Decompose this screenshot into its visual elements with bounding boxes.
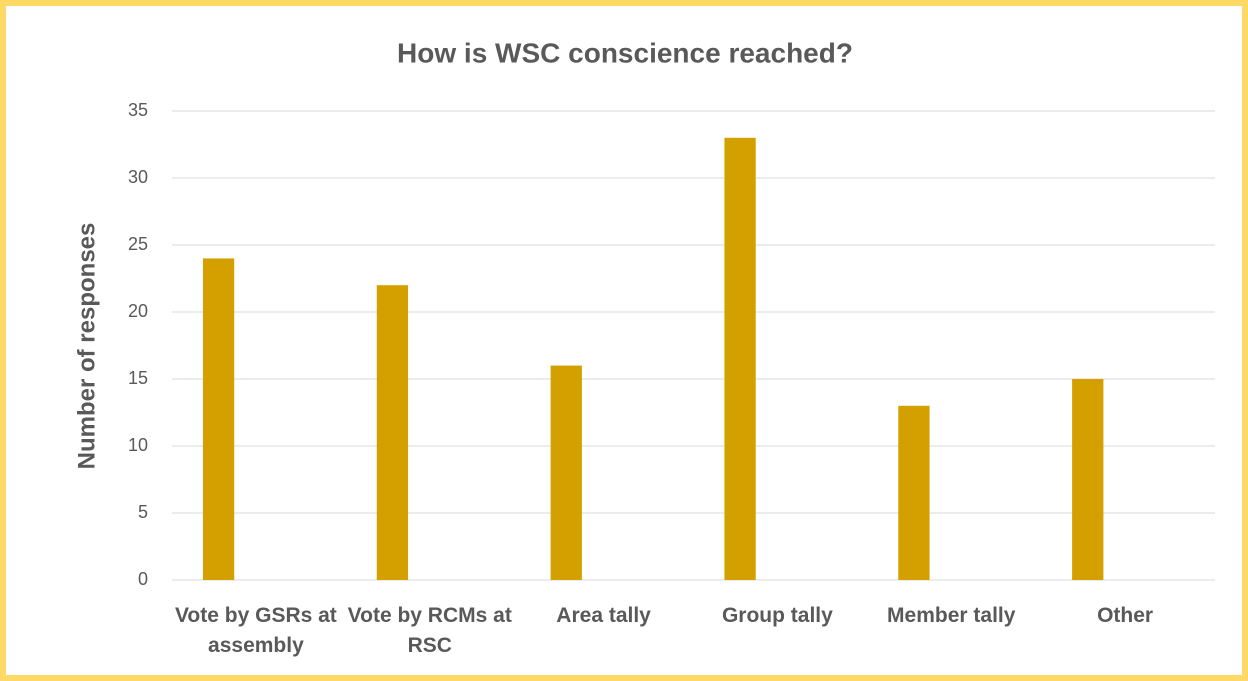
y-tick-label: 30 — [128, 167, 148, 187]
y-tick-label: 15 — [128, 368, 148, 388]
bar — [724, 137, 756, 581]
y-tick-label: 20 — [128, 301, 148, 321]
y-tick-label: 10 — [128, 435, 148, 455]
y-tick-label: 0 — [138, 569, 148, 589]
y-tick-label: 25 — [128, 234, 148, 254]
y-tick-label: 5 — [138, 502, 148, 522]
x-tick-label: Member tally — [887, 604, 1016, 627]
chart-title: How is WSC conscience reached? — [397, 37, 853, 68]
x-tick-label: Group tally — [721, 604, 833, 627]
x-tick-label: Area tally — [556, 604, 651, 627]
x-tick-label: Other — [1097, 604, 1154, 627]
bar — [202, 258, 235, 580]
bar — [898, 405, 930, 580]
y-axis-label: Number of responses — [73, 223, 100, 470]
bar — [376, 285, 409, 580]
bar — [550, 365, 582, 580]
bar — [1072, 379, 1104, 580]
x-tick-label: Vote by RCMs at RSC — [347, 604, 512, 657]
y-tick-label: 35 — [128, 100, 148, 120]
x-tick-label: Vote by GSRs at assembly — [174, 604, 337, 657]
